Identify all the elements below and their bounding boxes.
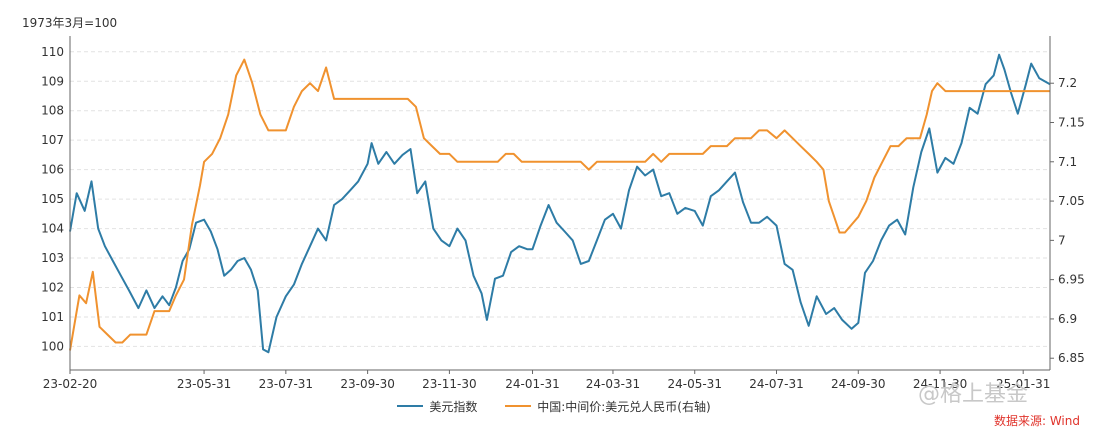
y-right-tick-label: 6.95 — [1058, 273, 1085, 287]
y-left-tick-label: 109 — [41, 74, 64, 88]
watermark: @格上基金 — [918, 382, 1029, 407]
axes: 100 101 102 103 104 105 106 107 108 109 110 6.85 6.9… — [41, 36, 1085, 391]
data-source-note: 数据来源: Wind — [993, 414, 1080, 428]
legend-label-usd-index: 美元指数 — [429, 399, 478, 414]
x-tick-label: 24-07-31 — [749, 377, 803, 391]
legend-swatch-cny-rate — [505, 405, 532, 407]
y-left-tick-label: 108 — [41, 104, 64, 118]
y-right-tick-label: 7 — [1058, 233, 1066, 247]
y-left-tick-label: 102 — [41, 281, 64, 295]
y-left-tick-label: 105 — [41, 192, 64, 206]
x-tick-label: 23-09-30 — [340, 377, 394, 391]
y-right-tick-label: 6.9 — [1058, 312, 1077, 326]
left-axis-unit-label: 1973年3月=100 — [22, 16, 118, 30]
y-right-tick-label: 7.15 — [1058, 116, 1085, 130]
series-line-usd-index — [69, 53, 1051, 354]
y-right-tick-label: 7.05 — [1058, 194, 1085, 208]
y-left-tick-label: 100 — [41, 339, 64, 353]
y-right-tick-label: 7.1 — [1058, 155, 1077, 169]
legend: 美元指数 中国:中间价:美元兑人民币(右轴) — [0, 396, 1108, 415]
y-right-tick-label: 6.85 — [1058, 351, 1085, 365]
legend-swatch-usd-index — [397, 405, 424, 407]
series-layer — [69, 53, 1051, 354]
x-tick-label: 23-02-20 — [43, 377, 97, 391]
y-left-tick-label: 110 — [41, 45, 64, 59]
x-tick-label: 23-07-31 — [259, 377, 313, 391]
y-left-tick-label: 104 — [41, 222, 64, 236]
legend-item-cny-rate: 中国:中间价:美元兑人民币(右轴) — [505, 398, 711, 415]
y-left-tick-label: 107 — [41, 133, 64, 147]
x-tick-label: 25-01-31 — [996, 377, 1050, 391]
y-left-tick-label: 103 — [41, 251, 64, 265]
grid-lines — [70, 51, 1050, 347]
x-tick-label: 24-05-31 — [667, 377, 721, 391]
y-left-tick-label: 101 — [41, 310, 64, 324]
x-tick-label: 24-03-31 — [586, 377, 640, 391]
x-tick-label: 23-11-30 — [422, 377, 476, 391]
x-tick-label: 23-05-31 — [177, 377, 231, 391]
x-tick-label: 24-11-30 — [913, 377, 967, 391]
legend-item-usd-index: 美元指数 — [397, 398, 477, 415]
series-line-cny-rate — [69, 58, 1050, 351]
legend-label-cny-rate: 中国:中间价:美元兑人民币(右轴) — [537, 399, 711, 414]
y-left-tick-label: 106 — [41, 163, 64, 177]
x-tick-label: 24-09-30 — [831, 377, 885, 391]
y-right-tick-label: 7.2 — [1058, 76, 1077, 90]
x-tick-label: 24-01-31 — [505, 377, 559, 391]
